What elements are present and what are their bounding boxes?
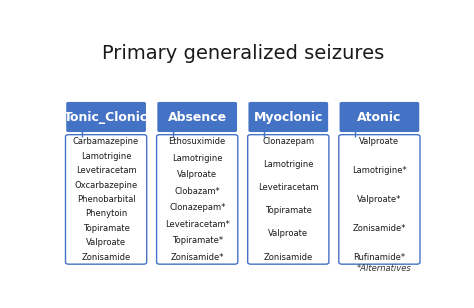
Text: Valproate: Valproate	[86, 238, 126, 247]
Text: Ethosuximide: Ethosuximide	[169, 137, 226, 146]
Text: Levetiracetam: Levetiracetam	[258, 183, 319, 192]
FancyBboxPatch shape	[66, 102, 146, 132]
Text: Phenytoin: Phenytoin	[85, 209, 127, 218]
Text: Zonisamide: Zonisamide	[264, 253, 313, 261]
Text: Levetiracetam: Levetiracetam	[76, 166, 137, 175]
Text: Lamotrigine: Lamotrigine	[263, 160, 313, 169]
Text: Levetiracetam*: Levetiracetam*	[165, 220, 229, 229]
Text: Rufinamide*: Rufinamide*	[353, 253, 405, 261]
Text: Carbamazepine: Carbamazepine	[73, 137, 139, 146]
Text: Atonic: Atonic	[357, 111, 401, 124]
FancyBboxPatch shape	[65, 135, 146, 264]
Text: Zonisamide*: Zonisamide*	[353, 224, 406, 233]
Text: Lamotrigine*: Lamotrigine*	[352, 166, 407, 175]
Text: Phenobarbital: Phenobarbital	[77, 195, 136, 204]
Text: Clonazepam*: Clonazepam*	[169, 203, 225, 212]
FancyBboxPatch shape	[157, 102, 237, 132]
Text: Primary generalized seizures: Primary generalized seizures	[102, 44, 384, 63]
Text: Clobazam*: Clobazam*	[174, 187, 220, 196]
Text: Absence: Absence	[168, 111, 227, 124]
Text: Myoclonic: Myoclonic	[254, 111, 323, 124]
FancyBboxPatch shape	[248, 135, 329, 264]
Text: *Alternatives: *Alternatives	[357, 264, 412, 273]
FancyBboxPatch shape	[156, 135, 238, 264]
Text: Valproate: Valproate	[177, 170, 217, 179]
Text: Topiramate: Topiramate	[82, 224, 129, 233]
Text: Topiramate*: Topiramate*	[172, 236, 223, 245]
Text: Valproate*: Valproate*	[357, 195, 401, 204]
Text: Lamotrigine: Lamotrigine	[172, 154, 222, 163]
Text: Zonisamide: Zonisamide	[82, 253, 131, 261]
Text: Valproate: Valproate	[359, 137, 400, 146]
Text: Clonazepam: Clonazepam	[262, 137, 314, 146]
Text: Zonisamide*: Zonisamide*	[171, 253, 224, 261]
Text: Oxcarbazepine: Oxcarbazepine	[74, 180, 138, 189]
Text: Lamotrigine: Lamotrigine	[81, 152, 131, 161]
Text: Tonic_Clonic: Tonic_Clonic	[64, 111, 148, 124]
Text: Topiramate: Topiramate	[265, 206, 312, 215]
Text: Valproate: Valproate	[268, 229, 309, 238]
FancyBboxPatch shape	[248, 102, 328, 132]
FancyBboxPatch shape	[339, 102, 419, 132]
FancyBboxPatch shape	[339, 135, 420, 264]
